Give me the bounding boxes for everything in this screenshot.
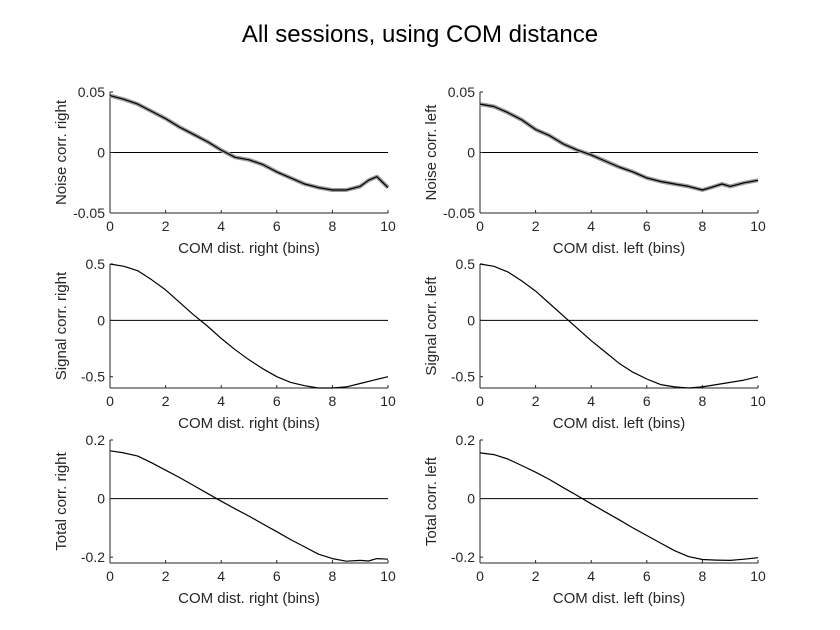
y-tick-label: 0 — [97, 312, 105, 328]
y-tick-label: -0.05 — [443, 205, 475, 221]
x-tick-label: 2 — [532, 218, 540, 234]
x-tick-label: 0 — [106, 568, 114, 584]
y-axis-label: Noise corr. left — [423, 104, 440, 201]
x-axis-label: COM dist. right (bins) — [178, 415, 320, 432]
x-tick-label: 0 — [106, 393, 114, 409]
x-tick-label: 6 — [273, 393, 281, 409]
x-axis-label: COM dist. left (bins) — [553, 590, 686, 607]
y-axis-label: Total corr. right — [53, 451, 70, 550]
x-tick-label: 8 — [699, 218, 707, 234]
x-tick-label: 2 — [532, 393, 540, 409]
y-axis-label: Noise corr. right — [53, 99, 70, 205]
y-tick-label: -0.5 — [451, 369, 475, 385]
x-tick-label: 6 — [643, 393, 651, 409]
y-tick-label: 0.2 — [456, 432, 476, 448]
x-tick-label: 0 — [476, 218, 484, 234]
y-axis-label: Signal corr. left — [423, 276, 440, 376]
x-tick-label: 4 — [587, 218, 595, 234]
x-axis-label: COM dist. left (bins) — [553, 415, 686, 432]
x-tick-label: 6 — [643, 218, 651, 234]
y-tick-label: 0 — [97, 145, 105, 161]
x-tick-label: 0 — [106, 218, 114, 234]
y-tick-label: 0.05 — [78, 84, 105, 100]
x-tick-label: 6 — [643, 568, 651, 584]
x-tick-label: 0 — [476, 393, 484, 409]
x-tick-label: 10 — [750, 218, 766, 234]
x-tick-label: 2 — [532, 568, 540, 584]
y-tick-label: -0.2 — [451, 549, 475, 565]
x-tick-label: 8 — [329, 568, 337, 584]
y-tick-label: -0.2 — [81, 549, 105, 565]
y-tick-label: -0.05 — [73, 205, 105, 221]
y-axis-label: Signal corr. right — [53, 271, 70, 380]
x-axis-label: COM dist. right (bins) — [178, 590, 320, 607]
x-tick-label: 10 — [750, 568, 766, 584]
x-tick-label: 4 — [587, 393, 595, 409]
x-tick-label: 10 — [750, 393, 766, 409]
x-tick-label: 6 — [273, 568, 281, 584]
data-line — [479, 103, 759, 191]
data-line — [109, 450, 389, 562]
y-tick-label: 0 — [467, 491, 475, 507]
y-tick-label: -0.5 — [81, 369, 105, 385]
x-tick-label: 4 — [217, 568, 225, 584]
y-tick-label: 0 — [97, 491, 105, 507]
y-tick-label: 0.5 — [456, 256, 476, 272]
x-tick-label: 10 — [380, 218, 396, 234]
x-tick-label: 10 — [380, 393, 396, 409]
x-tick-label: 2 — [162, 393, 170, 409]
x-tick-label: 4 — [587, 568, 595, 584]
x-axis-label: COM dist. left (bins) — [553, 240, 686, 257]
x-tick-label: 4 — [217, 218, 225, 234]
figure-title: All sessions, using COM distance — [242, 21, 598, 48]
x-tick-label: 2 — [162, 218, 170, 234]
x-tick-label: 10 — [380, 568, 396, 584]
y-tick-label: 0 — [467, 145, 475, 161]
y-tick-label: 0 — [467, 312, 475, 328]
x-tick-label: 6 — [273, 218, 281, 234]
y-axis-label: Total corr. left — [423, 456, 440, 546]
x-tick-label: 8 — [329, 218, 337, 234]
x-tick-label: 0 — [476, 568, 484, 584]
x-tick-label: 8 — [699, 568, 707, 584]
data-line — [479, 263, 759, 389]
y-tick-label: 0.2 — [86, 432, 106, 448]
x-tick-label: 2 — [162, 568, 170, 584]
x-tick-label: 8 — [699, 393, 707, 409]
x-tick-label: 4 — [217, 393, 225, 409]
data-line — [109, 95, 389, 191]
y-tick-label: 0.05 — [448, 84, 475, 100]
y-tick-label: 0.5 — [86, 256, 106, 272]
data-line — [109, 263, 389, 389]
x-axis-label: COM dist. right (bins) — [178, 240, 320, 257]
data-line — [479, 452, 759, 562]
x-tick-label: 8 — [329, 393, 337, 409]
